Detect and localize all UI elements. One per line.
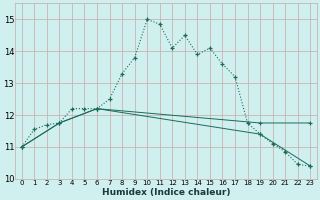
X-axis label: Humidex (Indice chaleur): Humidex (Indice chaleur) xyxy=(102,188,230,197)
